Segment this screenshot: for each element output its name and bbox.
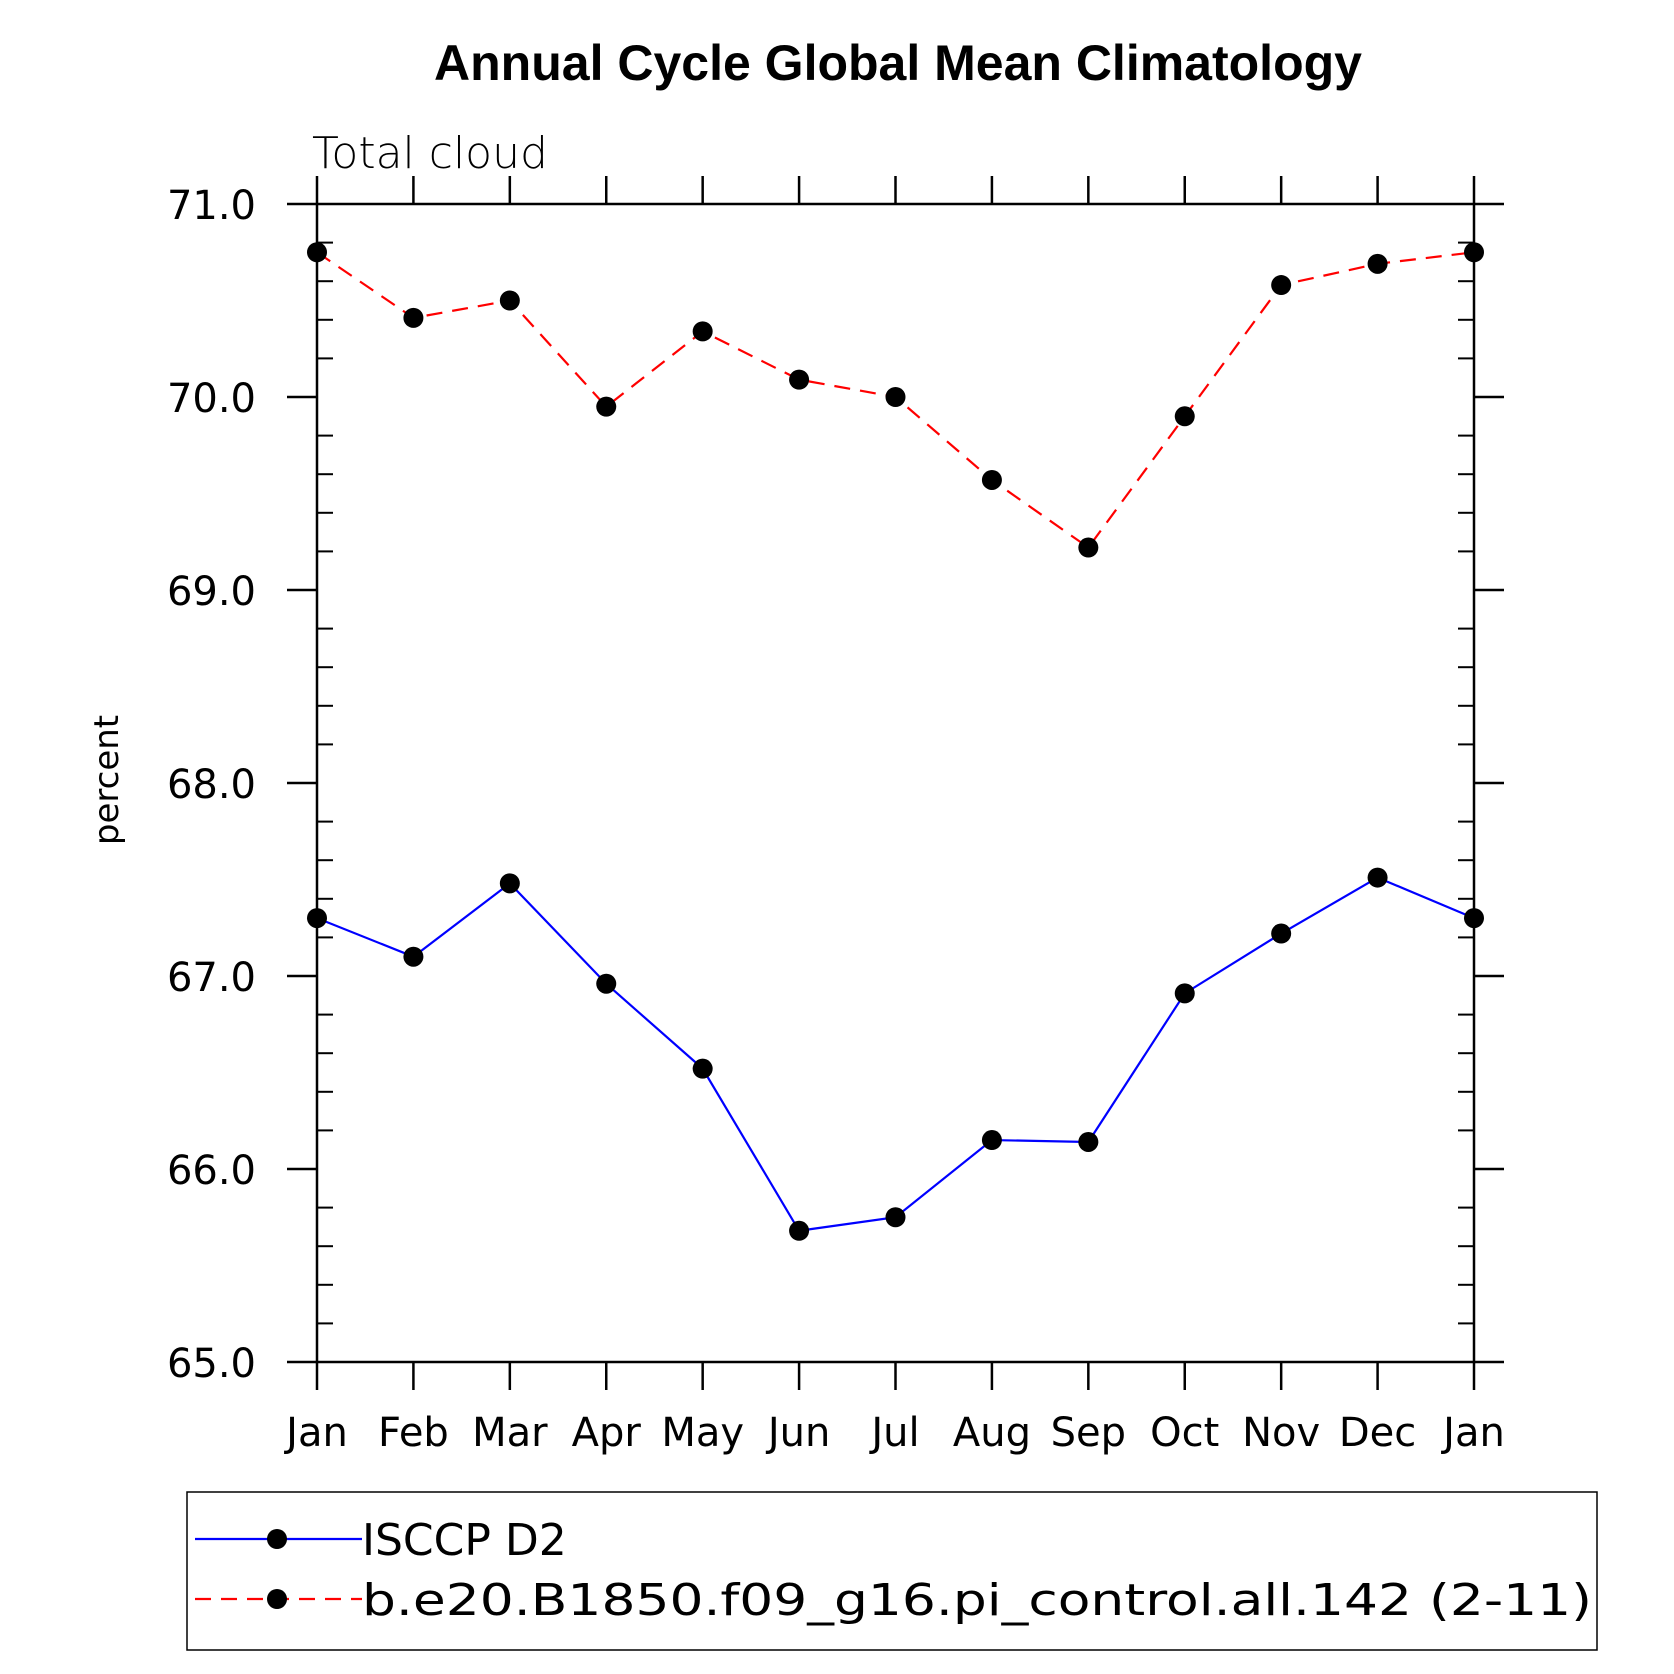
series-0-point — [692, 1058, 713, 1079]
x-tick-label: Nov — [1242, 1410, 1320, 1456]
series-line-0 — [316, 876, 1475, 1232]
series-1-point — [1174, 406, 1195, 427]
plot-frame — [315, 202, 1476, 1364]
series-1-point — [692, 321, 713, 342]
x-tick-label: Jul — [868, 1410, 919, 1456]
x-tick-label: Mar — [472, 1410, 548, 1456]
series-0-point — [499, 873, 520, 894]
x-tick-label: Apr — [572, 1410, 642, 1456]
series-1-point — [499, 290, 520, 311]
x-tick-label: Aug — [953, 1410, 1031, 1456]
series-1-point — [596, 396, 617, 417]
chart-title: Annual Cycle Global Mean Climatology — [434, 35, 1362, 91]
legend-box — [186, 1491, 1598, 1651]
series-0-point — [1367, 867, 1388, 888]
series-0-point — [403, 946, 424, 967]
legend-marker-model — [267, 1589, 287, 1609]
x-tick-label: May — [661, 1410, 744, 1456]
y-tick-label: 67.0 — [167, 955, 256, 1001]
y-tick-label: 69.0 — [167, 569, 256, 615]
series-0-point — [1271, 923, 1292, 944]
series-0-point — [1078, 1131, 1099, 1152]
y-tick-label: 70.0 — [167, 376, 256, 422]
series-1-point — [1464, 242, 1484, 263]
x-tick-label: Feb — [378, 1410, 449, 1456]
series-0-point — [885, 1207, 906, 1228]
series-1-point — [307, 242, 327, 263]
series-1-point — [885, 387, 906, 407]
x-axis-ticks: Jan Feb Mar Apr May Jun Jul Aug Sep Oct Nov Dec Jan — [283, 176, 1505, 1456]
series-1-point — [1078, 537, 1099, 558]
series-1-point — [789, 369, 810, 390]
y-tick-label: 68.0 — [167, 762, 256, 808]
series-1-point — [1271, 275, 1292, 296]
x-tick-label: Dec — [1339, 1410, 1416, 1456]
series-0-point — [307, 908, 327, 929]
y-axis-ticks: 65.0 66.0 67.0 68.0 69.0 70.0 71.0 — [167, 183, 1504, 1387]
series-0-point — [981, 1130, 1002, 1151]
x-tick-label: Sep — [1051, 1410, 1126, 1456]
legend-marker-isccp — [267, 1529, 287, 1549]
y-axis-label: percent — [87, 715, 127, 845]
x-tick-label: Jun — [765, 1410, 831, 1456]
series-0-point — [596, 973, 617, 994]
x-tick-label: Jan — [283, 1410, 348, 1456]
x-tick-label: Jan — [1440, 1410, 1505, 1456]
y-tick-label: 65.0 — [167, 1341, 256, 1387]
plot-border — [315, 202, 1476, 1364]
series-1-point — [981, 469, 1002, 490]
series-0-point — [789, 1220, 810, 1241]
series-layer — [307, 242, 1484, 1241]
series-0-point — [1464, 908, 1484, 929]
series-0-point — [1174, 983, 1195, 1004]
chart-subtitle: Total cloud — [312, 128, 548, 179]
legend: ISCCP D2 b.e20.B1850.f09_g16.pi_control.… — [186, 1491, 1598, 1651]
series-1-point — [403, 307, 424, 328]
legend-label-model: b.e20.B1850.f09_g16.pi_control.all.142 (… — [362, 1575, 1592, 1626]
x-tick-label: Oct — [1150, 1410, 1219, 1456]
y-tick-label: 66.0 — [167, 1148, 256, 1194]
series-1-point — [1367, 253, 1388, 274]
y-tick-label: 71.0 — [167, 183, 256, 229]
legend-label-isccp: ISCCP D2 — [362, 1515, 567, 1566]
